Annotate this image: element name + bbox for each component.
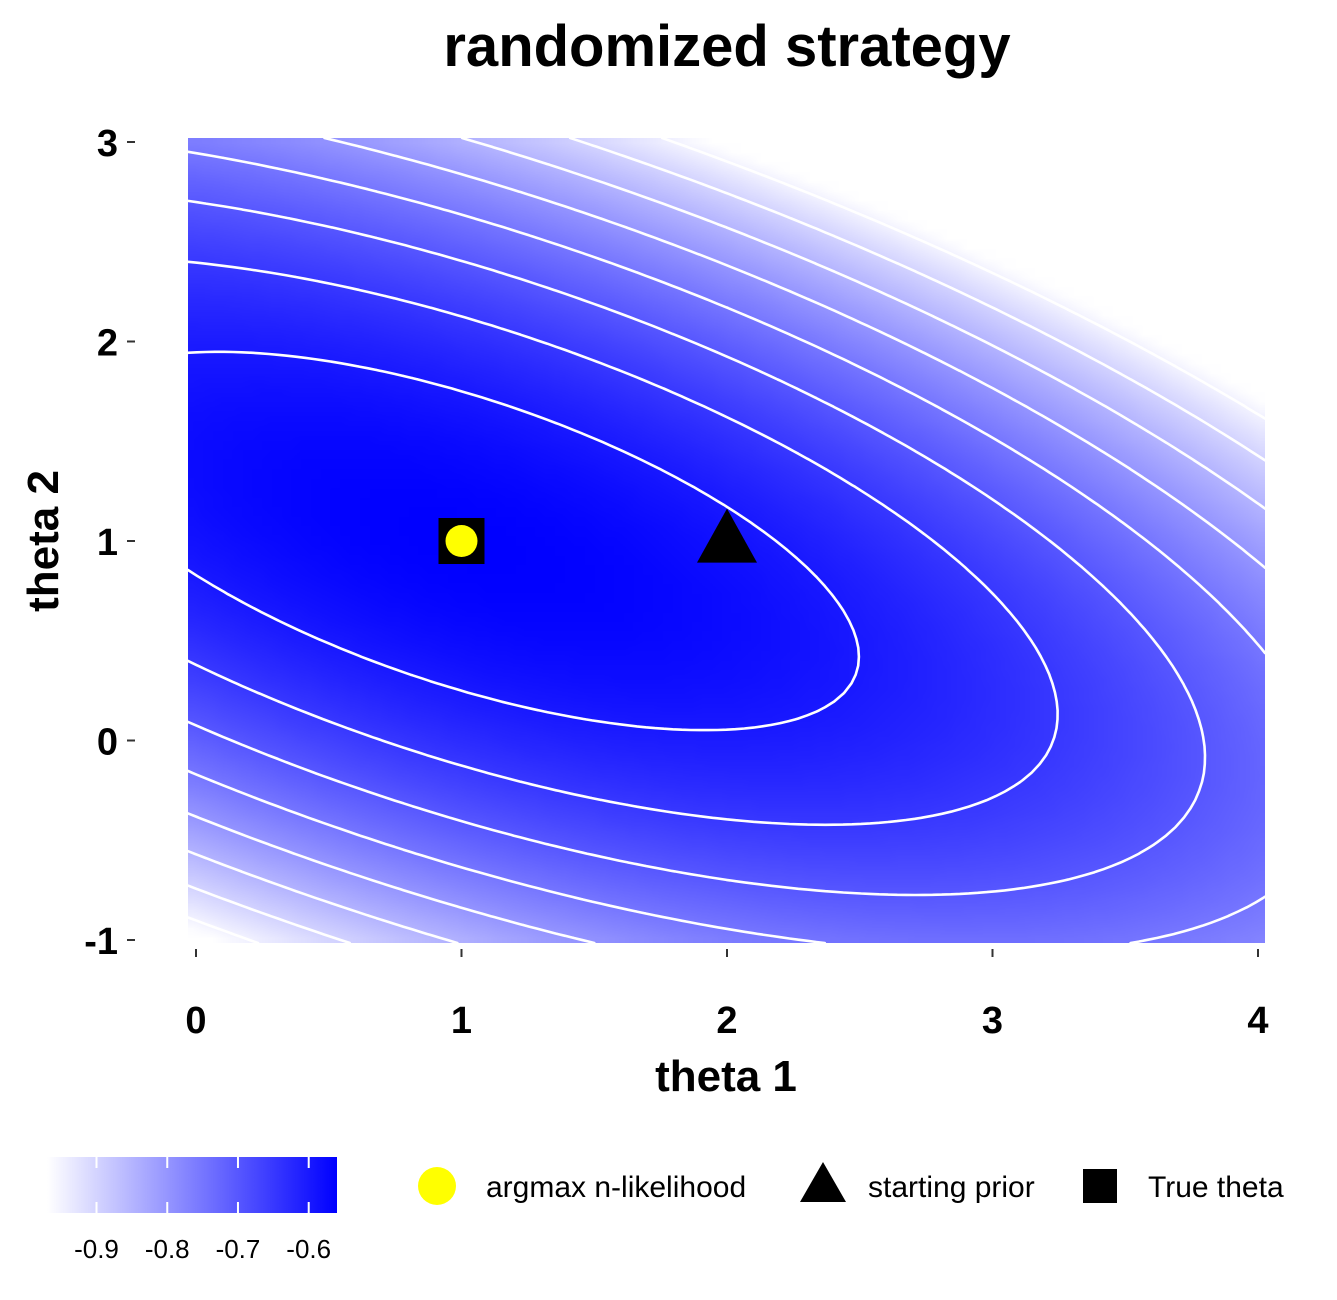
y-tick-label: 2	[97, 323, 118, 365]
chart-title: randomized strategy	[443, 14, 1010, 79]
contour-line-4	[186, 136, 1267, 945]
legend-key-argmax-n-likelihood	[418, 1167, 456, 1205]
contour-line-5	[186, 136, 1267, 945]
x-tick-label: 2	[716, 1000, 737, 1042]
y-tick-label: -1	[84, 921, 118, 963]
colorbar: -0.9 -0.8 -0.7 -0.6	[47, 1157, 337, 1264]
data-points	[438, 508, 757, 564]
contour-line-2	[186, 199, 1207, 897]
legend-label: argmax n-likelihood	[486, 1171, 746, 1204]
legend-key-starting-prior	[800, 1162, 846, 1202]
y-tick-label: 0	[97, 722, 118, 764]
y-axis-title: theta 2	[19, 470, 68, 612]
contour-line-1	[186, 260, 1059, 827]
colorbar-tick-label: -0.7	[216, 1234, 261, 1264]
x-tick-label: 3	[982, 1000, 1003, 1042]
contour-line-0	[186, 350, 861, 732]
legend-item-starting-prior: starting prior	[800, 1162, 1035, 1204]
legend-item-true-theta: True theta	[1083, 1169, 1284, 1204]
legend-label: starting prior	[868, 1171, 1035, 1204]
x-tick-label: 1	[451, 1000, 472, 1042]
legend: argmax n-likelihood starting prior True th…	[418, 1162, 1284, 1205]
colorbar-tick-label: -0.8	[145, 1234, 190, 1264]
y-tick-label: 1	[97, 522, 118, 564]
y-axis: -1 0 1 2 3	[84, 123, 135, 963]
x-axis-title: theta 1	[655, 1052, 797, 1101]
colorbar-tick-label: -0.9	[74, 1234, 119, 1264]
contour-line-7	[186, 136, 1267, 945]
contour-lines	[186, 136, 1267, 945]
colorbar-ticks: -0.9 -0.8 -0.7 -0.6	[74, 1157, 331, 1264]
x-tick-label: 4	[1247, 1000, 1268, 1042]
contour-line-3	[186, 150, 1267, 945]
colorbar-gradient	[47, 1157, 337, 1213]
plot-panel	[186, 136, 1267, 945]
legend-item-argmax-n-likelihood: argmax n-likelihood	[418, 1167, 746, 1205]
x-tick-label: 0	[185, 1000, 206, 1042]
x-axis: 0 1 2 3 4	[185, 949, 1269, 1042]
contour-line-6	[186, 136, 1267, 945]
y-tick-label: 3	[97, 123, 118, 165]
colorbar-tick-label: -0.6	[286, 1234, 331, 1264]
legend-label: True theta	[1148, 1171, 1284, 1204]
argmax-n-likelihood-marker	[445, 525, 478, 557]
starting-prior-marker	[697, 508, 757, 563]
legend-key-true-theta	[1083, 1169, 1117, 1203]
